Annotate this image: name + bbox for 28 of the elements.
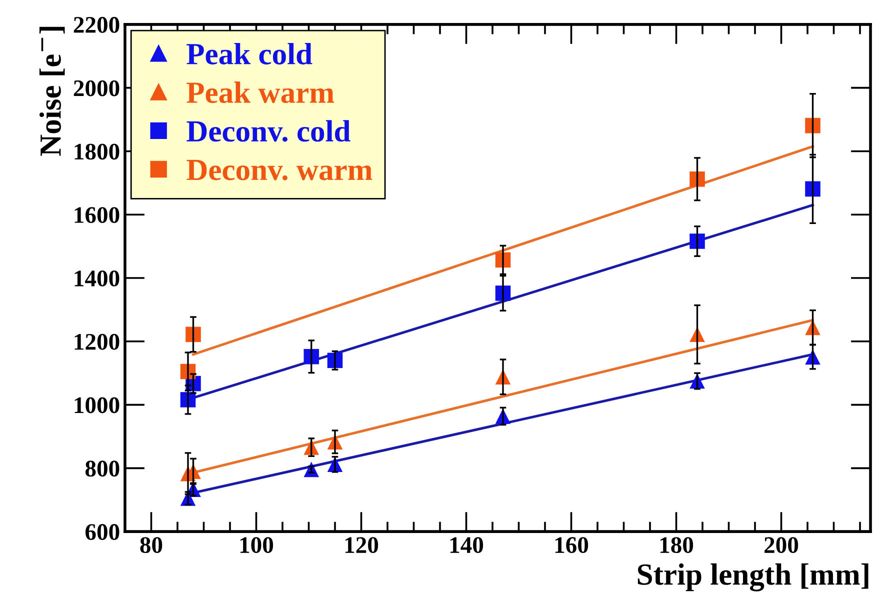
y-tick-label: 1000 xyxy=(74,397,120,414)
y-tick-label: 1200 xyxy=(74,334,120,350)
x-tick-label: 120 xyxy=(345,537,378,554)
y-tick-label: 1400 xyxy=(74,270,120,286)
x-tick-label: 160 xyxy=(555,537,588,554)
y-tick-label: 2000 xyxy=(74,80,120,96)
legend-label: Deconv. warm xyxy=(186,160,372,180)
point xyxy=(690,171,705,187)
x-tick-label: 200 xyxy=(764,537,798,554)
y-axis-title: Noise [e$^{−}$] xyxy=(39,26,65,156)
x-tick-label: 180 xyxy=(660,537,694,554)
y-tick-label: 1600 xyxy=(74,207,120,224)
y-tick-label: 800 xyxy=(85,460,120,477)
point xyxy=(805,181,820,197)
point xyxy=(304,348,319,364)
point xyxy=(186,326,201,342)
legend-label: Deconv. cold xyxy=(186,120,350,142)
y-tick-label: 2200 xyxy=(74,16,120,33)
y-tick-label: 1800 xyxy=(74,144,120,160)
x-tick-label: 80 xyxy=(140,537,162,554)
legend-label: Peak cold xyxy=(186,42,312,64)
point xyxy=(690,234,705,249)
point xyxy=(805,118,820,134)
x-tick-label: 140 xyxy=(450,537,484,554)
x-axis-title: Strip length [mm] xyxy=(638,563,868,592)
y-tick-label: 600 xyxy=(86,524,120,540)
legend-label: Peak warm xyxy=(186,82,334,104)
x-tick-label: 100 xyxy=(240,537,274,554)
